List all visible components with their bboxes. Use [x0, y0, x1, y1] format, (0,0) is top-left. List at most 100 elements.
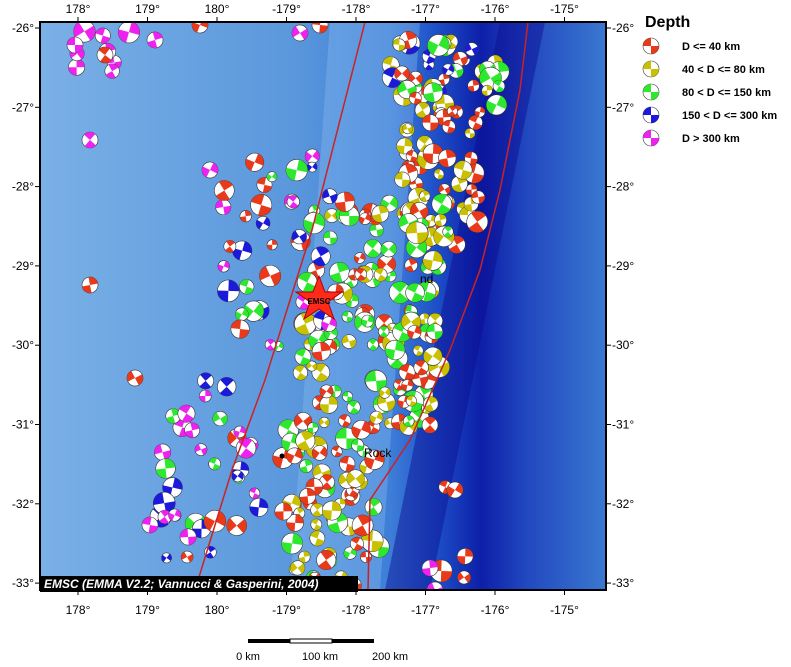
quake-marker-128: [371, 205, 390, 223]
scale-label-0: 0 km: [236, 651, 260, 662]
quake-marker-117: [442, 226, 454, 238]
quake-marker-266: [286, 514, 304, 532]
legend-swatch-0: [642, 37, 660, 55]
quake-marker-295: [232, 240, 253, 261]
quake-marker-88: [421, 114, 439, 132]
lat-label-left-0: -26°: [12, 21, 34, 35]
quake-marker-75: [422, 143, 444, 164]
quake-marker-367: [235, 438, 257, 459]
quake-marker-22: [408, 91, 422, 105]
quake-marker-343: [197, 372, 214, 390]
lat-label-right-7: -33°: [612, 576, 634, 590]
quake-marker-349: [184, 422, 200, 439]
lat-label-right-6: -32°: [612, 497, 634, 511]
epicenter-star-shape: [294, 274, 344, 321]
quake-marker-147: [354, 268, 367, 281]
lon-label-top-4: -178°: [342, 2, 371, 16]
quake-marker-39: [492, 79, 506, 93]
quake-marker-388: [311, 22, 329, 34]
quake-marker-287: [316, 550, 337, 570]
legend-items: D <= 40 km 40 < D <= 80 km 80 < D <= 150 k…: [642, 37, 777, 147]
quake-marker-376: [73, 22, 96, 43]
credit-box: EMSC (EMMA V2.2; Vannucci & Gasperini, 2…: [40, 576, 358, 592]
quake-marker-394: [421, 416, 439, 434]
lat-label-right-0: -26°: [612, 21, 634, 35]
quake-marker-298: [304, 148, 320, 164]
plate-boundary-west: [194, 22, 366, 590]
lon-label-bottom-5: -177°: [411, 603, 440, 617]
quake-marker-141: [431, 193, 453, 215]
legend-label-3: 150 < D <= 300 km: [682, 110, 777, 122]
quake-marker-303: [259, 264, 282, 287]
quake-marker-203: [319, 395, 339, 414]
map-ticks: [35, 17, 611, 595]
quake-marker-254: [319, 474, 335, 490]
quake-marker-36: [427, 34, 450, 57]
quake-marker-317: [223, 240, 237, 253]
quake-marker-366: [179, 528, 197, 546]
legend-label-4: D > 300 km: [682, 133, 740, 145]
quake-marker-300: [322, 188, 338, 204]
quake-marker-333: [230, 319, 250, 339]
quake-marker-267: [351, 420, 371, 440]
quake-marker-210: [402, 415, 415, 427]
quake-marker-330: [291, 229, 307, 245]
lat-label-right-4: -30°: [612, 338, 634, 352]
plate-boundary-east: [367, 22, 529, 590]
quake-marker-84: [466, 210, 489, 233]
quake-marker-139: [373, 267, 388, 282]
place-raoul-label: nd: [420, 272, 433, 286]
quake-marker-283: [321, 500, 342, 521]
quake-marker-149: [405, 221, 429, 245]
lat-label-left-4: -30°: [12, 338, 34, 352]
lon-label-bottom-6: -176°: [481, 603, 510, 617]
lon-label-bottom-7: -175°: [550, 603, 579, 617]
quake-marker-311: [310, 246, 331, 267]
lon-label-bottom-3: -179°: [272, 603, 301, 617]
quake-marker-325: [266, 171, 278, 183]
quake-marker-314: [306, 161, 318, 173]
lon-label-bottom-1: 179°: [135, 603, 160, 617]
quake-marker-365: [168, 508, 182, 522]
quake-marker-328: [255, 215, 271, 231]
quake-marker-89: [471, 190, 486, 204]
quake-marker-375: [104, 63, 120, 79]
quake-marker-369: [203, 509, 227, 533]
lon-label-top-3: -179°: [272, 2, 301, 16]
quake-marker-87: [438, 149, 457, 168]
quake-marker-315: [250, 194, 273, 216]
quake-marker-356: [194, 443, 208, 456]
quake-marker-393: [141, 516, 159, 534]
quake-marker-181: [378, 325, 390, 338]
quake-marker-247: [298, 550, 311, 563]
legend-swatch-2: [642, 83, 660, 101]
quake-marker-377: [117, 22, 140, 44]
quake-marker-378: [456, 548, 474, 565]
quake-marker-293: [339, 455, 356, 472]
quake-marker-152: [367, 338, 379, 351]
quake-marker-329: [217, 279, 240, 303]
quake-marker-239: [318, 416, 330, 428]
quake-marker-140: [380, 241, 397, 258]
quake-marker-392: [126, 369, 144, 387]
quake-marker-135: [405, 282, 425, 303]
quake-marker-277: [307, 422, 319, 434]
quake-marker-179: [306, 360, 318, 372]
epicenter-label: EMSC: [307, 297, 330, 306]
quake-marker-390: [81, 276, 99, 294]
quake-marker-29: [452, 51, 468, 67]
quake-marker-169: [342, 391, 354, 403]
quake-marker-101: [323, 230, 338, 246]
quake-marker-67: [464, 128, 476, 139]
quake-marker-371: [68, 58, 86, 76]
lat-label-left-7: -33°: [12, 576, 34, 590]
quake-marker-82: [394, 171, 411, 188]
quake-marker-342: [155, 458, 176, 479]
quake-marker-217: [407, 325, 422, 340]
quake-marker-396: [446, 481, 464, 499]
quake-marker-312: [245, 152, 265, 172]
quake-marker-391: [201, 161, 219, 179]
quake-marker-259: [310, 503, 325, 517]
quake-marker-339: [226, 515, 247, 536]
quake-marker-126: [363, 239, 383, 258]
